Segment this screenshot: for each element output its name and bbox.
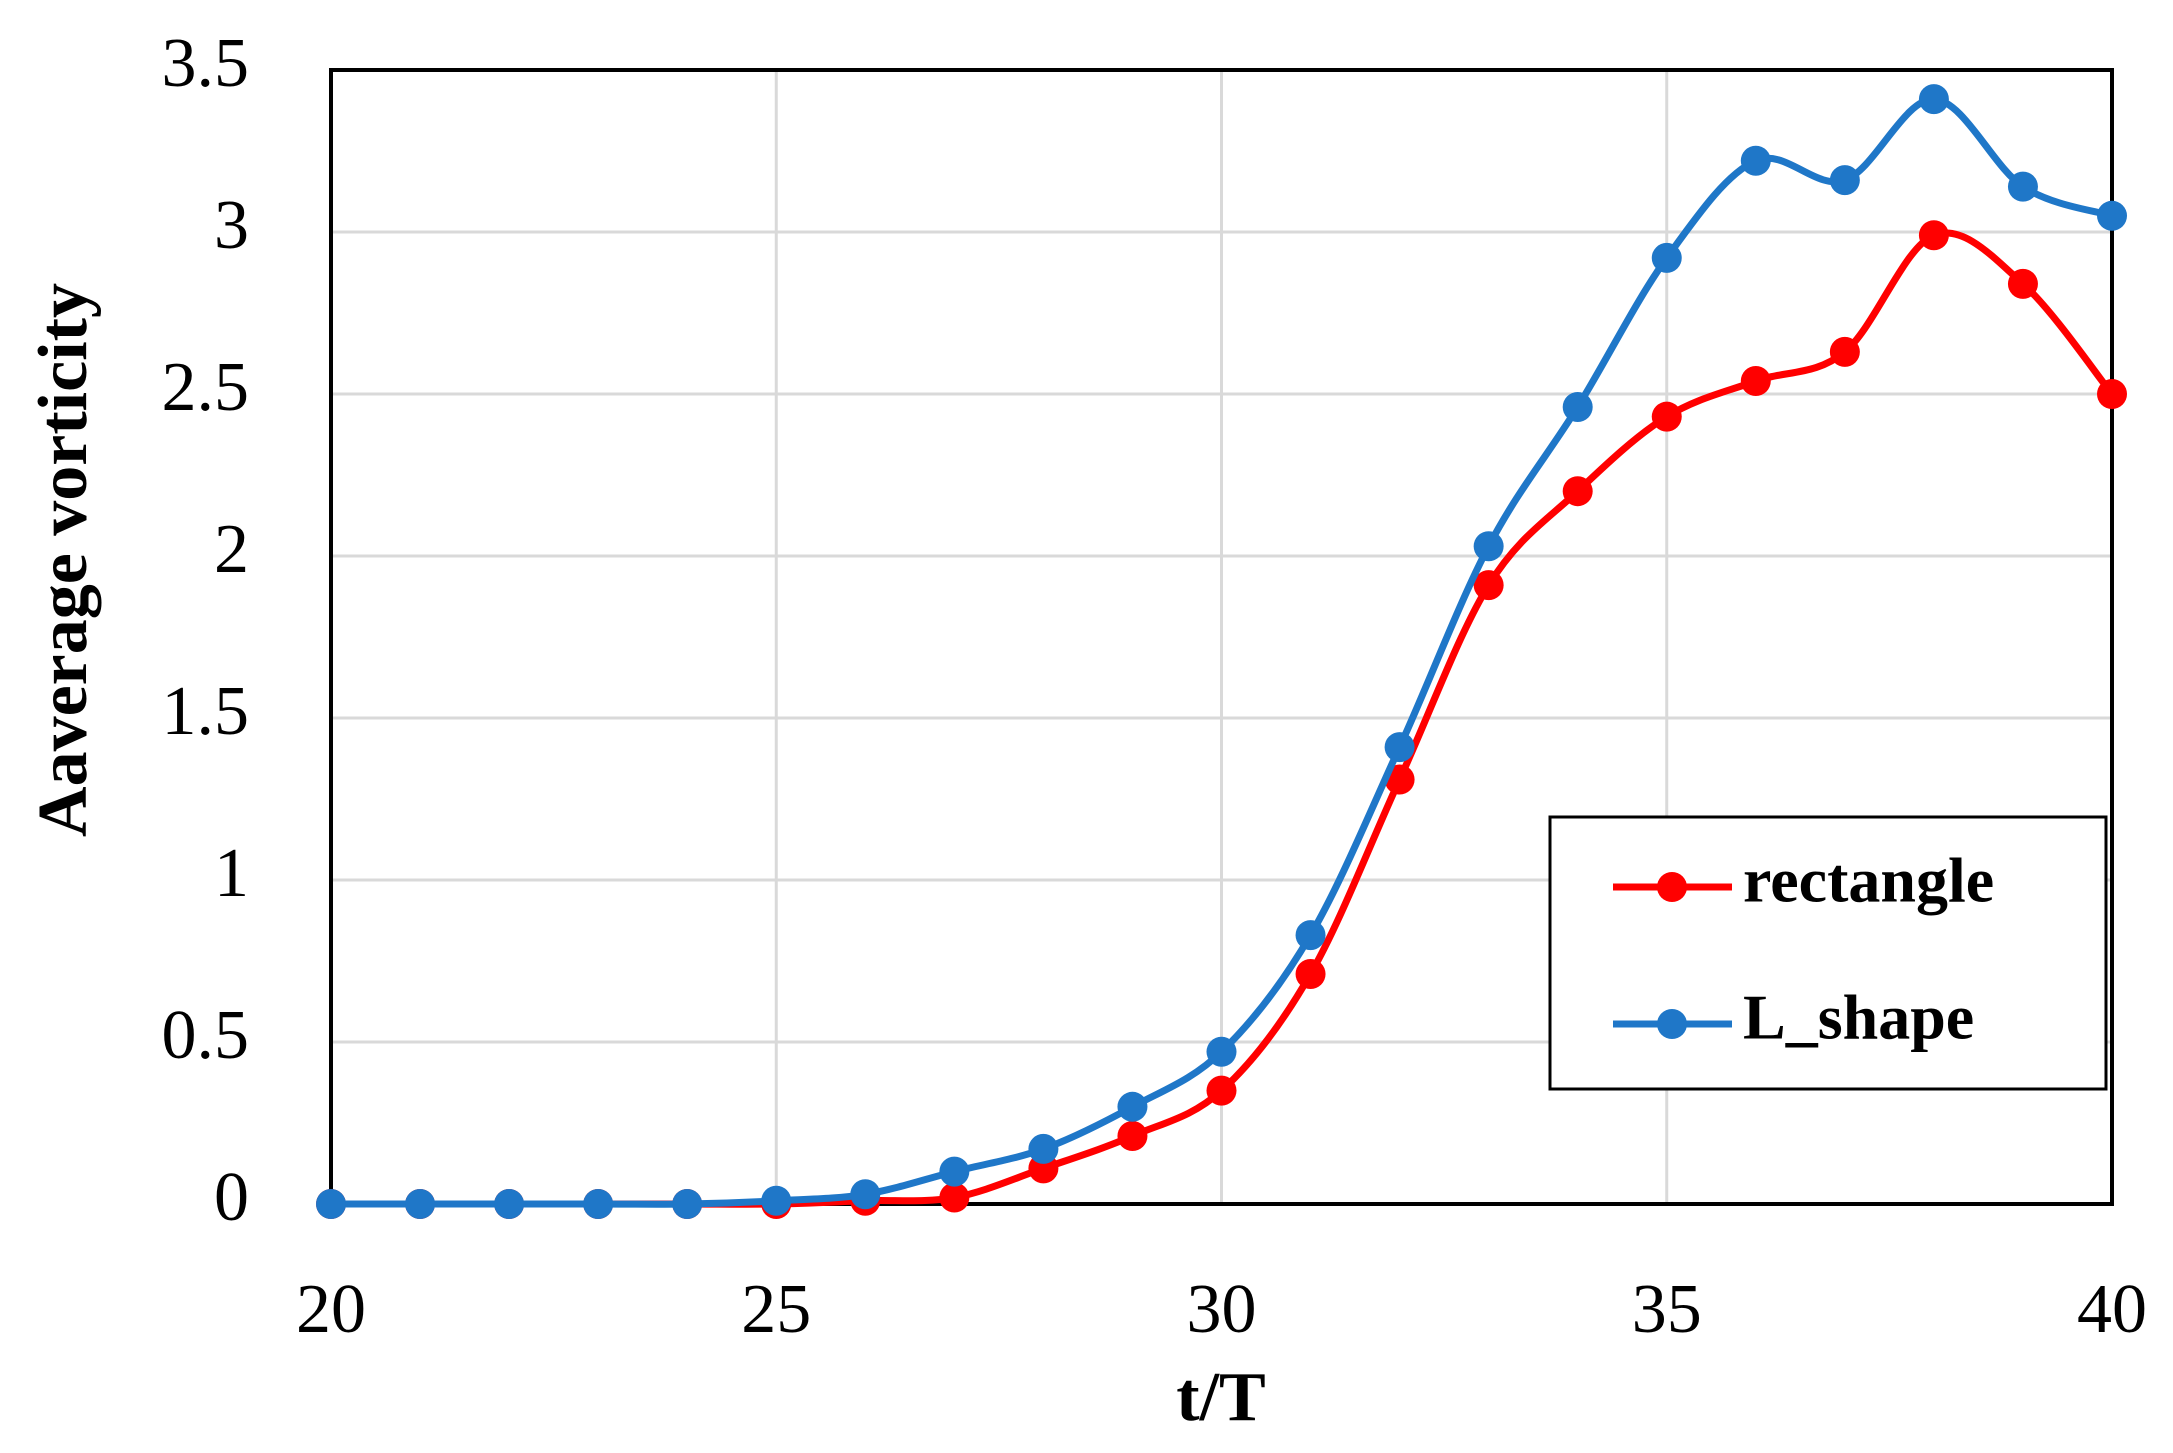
y-tick-label: 2 <box>214 511 249 588</box>
point <box>1829 165 1860 196</box>
x-tick-label: 35 <box>1632 1271 1702 1348</box>
point <box>1206 1036 1237 1067</box>
x-tick-label: 20 <box>296 1271 366 1348</box>
y-tick-label: 0.5 <box>162 997 250 1074</box>
point <box>1740 366 1771 397</box>
point <box>1651 401 1682 432</box>
y-axis-title: Aaverage vorticity <box>25 283 102 837</box>
point <box>1473 570 1504 601</box>
x-tick-label: 25 <box>741 1271 811 1348</box>
y-tick-label: 0 <box>214 1159 249 1236</box>
legend-marker <box>1657 1009 1687 1039</box>
point <box>1473 531 1504 562</box>
point <box>1028 1133 1059 1164</box>
point <box>316 1189 346 1219</box>
point <box>939 1156 970 1187</box>
point <box>405 1189 436 1219</box>
y-tick-label: 1 <box>214 835 249 912</box>
point <box>1117 1091 1148 1122</box>
y-tick-label: 2.5 <box>162 349 250 426</box>
point <box>1918 220 1949 251</box>
point <box>1206 1075 1237 1106</box>
point <box>2097 200 2127 231</box>
legend-marker <box>1657 872 1687 902</box>
point <box>1918 84 1949 115</box>
point <box>761 1185 792 1216</box>
point <box>1562 391 1593 422</box>
x-tick-label: 30 <box>1187 1271 1257 1348</box>
point <box>850 1179 881 1210</box>
point <box>1384 732 1415 763</box>
point <box>672 1189 703 1219</box>
legend-box <box>1548 815 2108 1091</box>
point <box>1562 476 1593 507</box>
point <box>2007 268 2038 299</box>
point <box>1295 920 1326 951</box>
point <box>1829 336 1860 367</box>
legend-label: rectangle <box>1743 845 1994 916</box>
point <box>1740 145 1771 176</box>
x-tick-label: 40 <box>2077 1271 2147 1348</box>
x-axis-title: t/T <box>1176 1359 1265 1436</box>
point <box>2007 171 2038 202</box>
y-tick-label: 3.5 <box>162 25 250 102</box>
legend-label: L_shape <box>1743 982 1974 1053</box>
point <box>494 1189 525 1219</box>
y-tick-label: 1.5 <box>162 673 250 750</box>
point <box>2097 379 2127 409</box>
point <box>1651 242 1682 273</box>
plot-frame <box>329 68 2114 1206</box>
point <box>583 1189 614 1219</box>
point <box>1117 1120 1148 1151</box>
point <box>939 1182 970 1213</box>
point <box>1295 958 1326 989</box>
y-tick-label: 3 <box>214 187 249 264</box>
